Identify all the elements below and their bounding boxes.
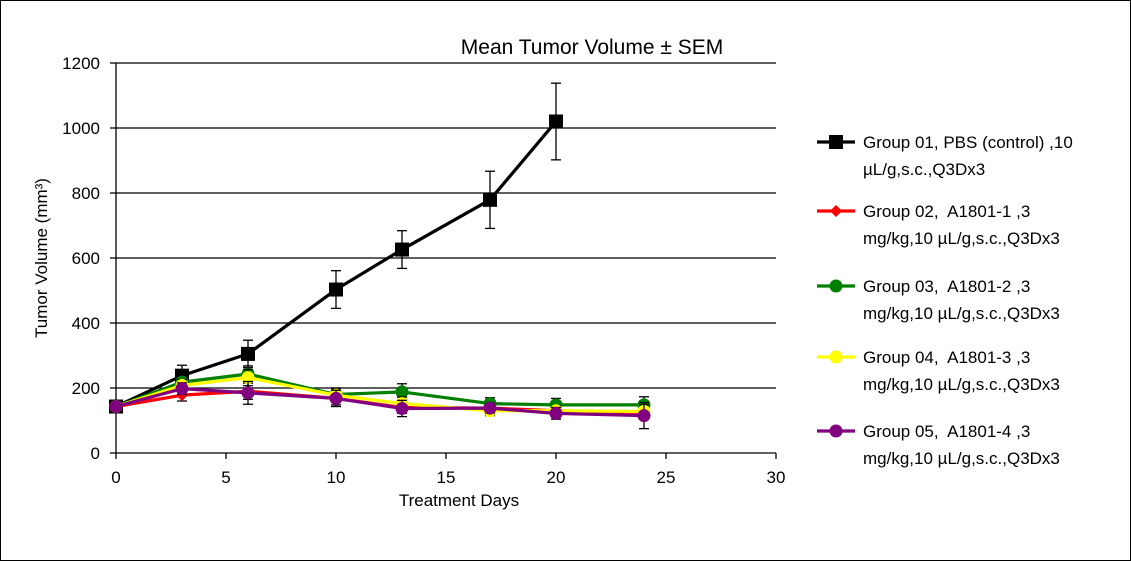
legend-label-2-1: Group 02, A1801-1 ,3	[863, 202, 1030, 221]
x-tick-label-1: 5	[221, 468, 230, 487]
y-tick-label-4: 800	[72, 184, 100, 203]
y-axis-label: Tumor Volume (mm³)	[32, 178, 51, 338]
data-point-5-7	[637, 409, 651, 423]
legend-label-4-2: mg/kg,10 µL/g,s.c.,Q3Dx3	[863, 375, 1060, 394]
x-tick-label-6: 30	[767, 468, 786, 487]
legend-marker-1	[829, 135, 843, 149]
legend-marker-3	[829, 279, 843, 293]
data-point-5-1	[175, 382, 189, 396]
data-point-5-0	[109, 400, 123, 414]
legend-entry-2: Group 02, A1801-1 ,3 mg/kg,10 µL/g,s.c.,Q…	[817, 202, 1060, 248]
data-point-5-6	[549, 406, 563, 420]
data-point-5-4	[395, 401, 409, 415]
data-point-3-4	[395, 385, 409, 399]
series-5	[109, 380, 651, 430]
legend-label-1-2: µL/g,s.c.,Q3Dx3	[863, 160, 985, 179]
legend-marker-4	[829, 350, 843, 364]
y-tick-labels: 0 200 400 600 800 1000 1200	[62, 54, 100, 463]
data-point-5-5	[483, 401, 497, 415]
series-line-1	[115, 120, 558, 408]
legend-entry-5: Group 05, A1801-4 ,3 mg/kg,10 µL/g,s.c.,Q…	[817, 422, 1060, 468]
x-tick-labels: 0 5 10 15 20 25 30	[111, 468, 785, 487]
legend: Group 01, PBS (control) ,10 µL/g,s.c.,Q3D…	[817, 133, 1073, 468]
legend-label-5-1: Group 05, A1801-4 ,3	[863, 422, 1030, 441]
legend-marker-5	[829, 424, 843, 438]
series-line-3	[115, 372, 644, 409]
x-tick-label-2: 10	[327, 468, 346, 487]
data-point-5-3	[329, 391, 343, 405]
y-tick-label-5: 1000	[62, 119, 100, 138]
gridlines	[116, 62, 776, 389]
y-tick-label-0: 0	[91, 444, 100, 463]
data-point-1-3	[329, 282, 343, 297]
data-point-1-5	[483, 192, 497, 207]
y-tick-label-1: 200	[72, 379, 100, 398]
legend-marker-2	[830, 205, 842, 217]
series-line-5	[115, 387, 645, 418]
y-tick-label-6: 1200	[62, 54, 100, 73]
series-line-4	[115, 376, 645, 413]
series-group	[109, 82, 651, 430]
chart-title: Mean Tumor Volume ± SEM	[461, 36, 723, 59]
y-tick-label-2: 400	[72, 314, 100, 333]
axes	[110, 62, 777, 459]
legend-entry-3: Group 03, A1801-2 ,3 mg/kg,10 µL/g,s.c.,Q…	[817, 277, 1060, 323]
x-tick-label-0: 0	[111, 468, 120, 487]
data-point-1-6	[549, 114, 563, 129]
legend-entry-4: Group 04, A1801-3 ,3 mg/kg,10 µL/g,s.c.,Q…	[817, 348, 1060, 394]
legend-label-3-1: Group 03, A1801-2 ,3	[863, 277, 1030, 296]
legend-label-2-2: mg/kg,10 µL/g,s.c.,Q3Dx3	[863, 229, 1060, 248]
legend-label-1-1: Group 01, PBS (control) ,10	[863, 133, 1073, 152]
data-point-1-4	[395, 242, 409, 257]
legend-label-5-2: mg/kg,10 µL/g,s.c.,Q3Dx3	[863, 449, 1060, 468]
x-axis-label: Treatment Days	[399, 491, 519, 510]
legend-entry-1: Group 01, PBS (control) ,10 µL/g,s.c.,Q3D…	[817, 133, 1073, 179]
x-tick-label-3: 15	[437, 468, 456, 487]
legend-label-3-2: mg/kg,10 µL/g,s.c.,Q3Dx3	[863, 304, 1060, 323]
series-1	[109, 82, 563, 414]
x-tick-label-4: 20	[547, 468, 566, 487]
y-tick-label-3: 600	[72, 249, 100, 268]
data-point-1-2	[241, 346, 255, 361]
legend-label-4-1: Group 04, A1801-3 ,3	[863, 348, 1030, 367]
x-tick-label-5: 25	[657, 468, 676, 487]
data-point-5-2	[241, 386, 255, 400]
